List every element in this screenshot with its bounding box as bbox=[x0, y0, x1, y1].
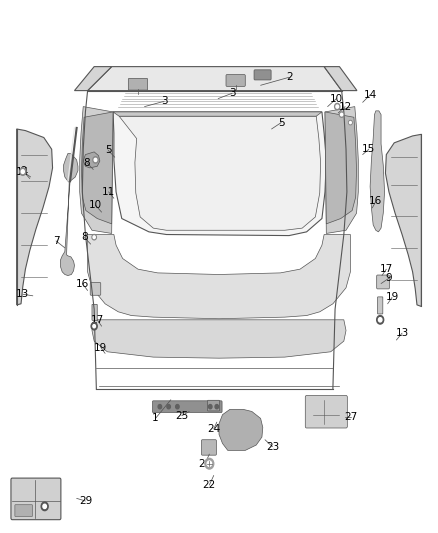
Circle shape bbox=[336, 105, 339, 108]
Circle shape bbox=[93, 236, 95, 239]
Circle shape bbox=[41, 502, 48, 511]
FancyBboxPatch shape bbox=[92, 304, 97, 320]
Text: 3: 3 bbox=[161, 96, 168, 106]
Polygon shape bbox=[324, 67, 357, 91]
Circle shape bbox=[350, 122, 351, 124]
Polygon shape bbox=[88, 235, 350, 319]
Circle shape bbox=[158, 405, 162, 409]
Text: 21: 21 bbox=[198, 459, 212, 469]
Text: 19: 19 bbox=[94, 343, 107, 352]
Text: 7: 7 bbox=[53, 236, 60, 246]
Text: 14: 14 bbox=[16, 167, 29, 176]
Text: 22: 22 bbox=[203, 480, 216, 490]
Polygon shape bbox=[385, 134, 421, 306]
Polygon shape bbox=[113, 112, 326, 236]
Circle shape bbox=[207, 461, 212, 466]
Text: 27: 27 bbox=[345, 412, 358, 422]
Circle shape bbox=[208, 405, 212, 409]
Text: 12: 12 bbox=[339, 102, 352, 111]
Text: 10: 10 bbox=[330, 94, 343, 103]
Polygon shape bbox=[325, 107, 358, 233]
FancyBboxPatch shape bbox=[305, 395, 347, 428]
Polygon shape bbox=[370, 111, 385, 232]
Text: 24: 24 bbox=[207, 424, 220, 434]
Circle shape bbox=[167, 405, 170, 409]
Circle shape bbox=[335, 103, 340, 110]
Circle shape bbox=[93, 325, 95, 328]
Circle shape bbox=[43, 504, 46, 508]
Text: 8: 8 bbox=[83, 158, 90, 167]
Text: 11: 11 bbox=[102, 187, 115, 197]
Text: 5: 5 bbox=[278, 118, 285, 127]
Polygon shape bbox=[17, 129, 53, 305]
Circle shape bbox=[21, 169, 25, 173]
Text: 14: 14 bbox=[364, 90, 377, 100]
Circle shape bbox=[340, 114, 343, 116]
Text: 29: 29 bbox=[79, 496, 92, 506]
Circle shape bbox=[349, 120, 352, 125]
Polygon shape bbox=[92, 320, 346, 358]
Text: 6: 6 bbox=[19, 166, 26, 175]
Text: 15: 15 bbox=[362, 144, 375, 154]
FancyBboxPatch shape bbox=[152, 401, 222, 413]
Text: 23: 23 bbox=[266, 442, 279, 451]
FancyBboxPatch shape bbox=[201, 440, 216, 455]
Text: 5: 5 bbox=[105, 146, 112, 155]
FancyBboxPatch shape bbox=[377, 275, 389, 289]
Circle shape bbox=[91, 322, 97, 330]
Text: 13: 13 bbox=[396, 328, 409, 338]
FancyBboxPatch shape bbox=[226, 75, 245, 86]
Circle shape bbox=[176, 405, 179, 409]
FancyBboxPatch shape bbox=[208, 400, 219, 411]
Circle shape bbox=[378, 318, 382, 322]
Polygon shape bbox=[219, 409, 263, 450]
FancyBboxPatch shape bbox=[254, 70, 271, 80]
Circle shape bbox=[205, 458, 214, 469]
FancyBboxPatch shape bbox=[90, 282, 101, 295]
Polygon shape bbox=[88, 67, 342, 91]
Circle shape bbox=[20, 168, 26, 175]
Polygon shape bbox=[113, 112, 322, 116]
Text: 17: 17 bbox=[91, 315, 104, 325]
Text: 8: 8 bbox=[81, 232, 88, 242]
Polygon shape bbox=[80, 107, 113, 233]
Circle shape bbox=[92, 235, 96, 240]
Text: 25: 25 bbox=[175, 411, 188, 421]
Text: 2: 2 bbox=[286, 72, 293, 82]
Text: 9: 9 bbox=[385, 273, 392, 283]
Circle shape bbox=[93, 157, 98, 163]
Text: 17: 17 bbox=[380, 264, 393, 274]
Text: 19: 19 bbox=[385, 293, 399, 302]
Circle shape bbox=[94, 158, 97, 161]
FancyBboxPatch shape bbox=[15, 505, 32, 516]
Text: 3: 3 bbox=[229, 88, 236, 98]
Circle shape bbox=[377, 316, 384, 324]
Circle shape bbox=[215, 405, 219, 409]
Text: 13: 13 bbox=[16, 289, 29, 299]
Polygon shape bbox=[60, 154, 78, 276]
Text: 10: 10 bbox=[89, 200, 102, 210]
Circle shape bbox=[339, 112, 344, 117]
Text: 16: 16 bbox=[76, 279, 89, 288]
FancyBboxPatch shape bbox=[11, 478, 61, 520]
Polygon shape bbox=[74, 67, 112, 91]
Text: 16: 16 bbox=[369, 197, 382, 206]
Polygon shape bbox=[325, 112, 357, 224]
FancyBboxPatch shape bbox=[128, 78, 148, 90]
Polygon shape bbox=[81, 112, 113, 224]
FancyBboxPatch shape bbox=[378, 297, 383, 314]
Polygon shape bbox=[83, 152, 100, 168]
Polygon shape bbox=[119, 116, 321, 230]
Text: 1: 1 bbox=[152, 414, 159, 423]
